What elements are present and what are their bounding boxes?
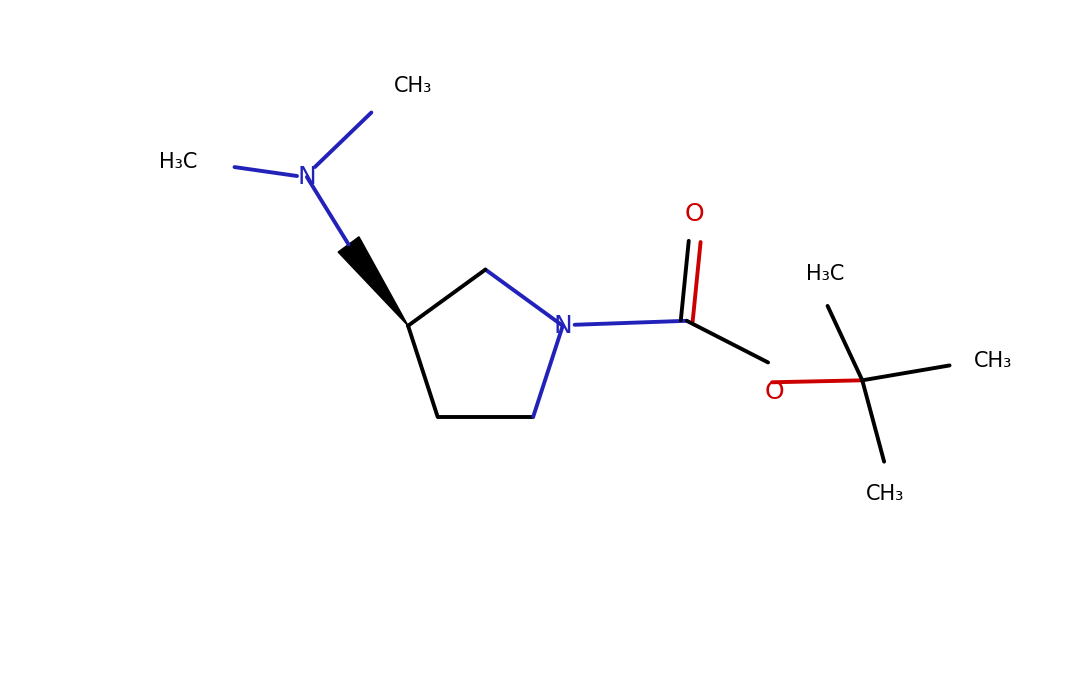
Polygon shape (338, 237, 408, 326)
Text: H₃C: H₃C (159, 152, 197, 172)
Text: H₃C: H₃C (806, 264, 845, 284)
Text: O: O (764, 380, 784, 404)
Text: CH₃: CH₃ (393, 76, 432, 96)
Text: N: N (298, 165, 316, 189)
Text: CH₃: CH₃ (974, 352, 1012, 372)
Text: O: O (685, 201, 704, 226)
Text: CH₃: CH₃ (866, 485, 905, 504)
Text: N: N (553, 314, 572, 338)
